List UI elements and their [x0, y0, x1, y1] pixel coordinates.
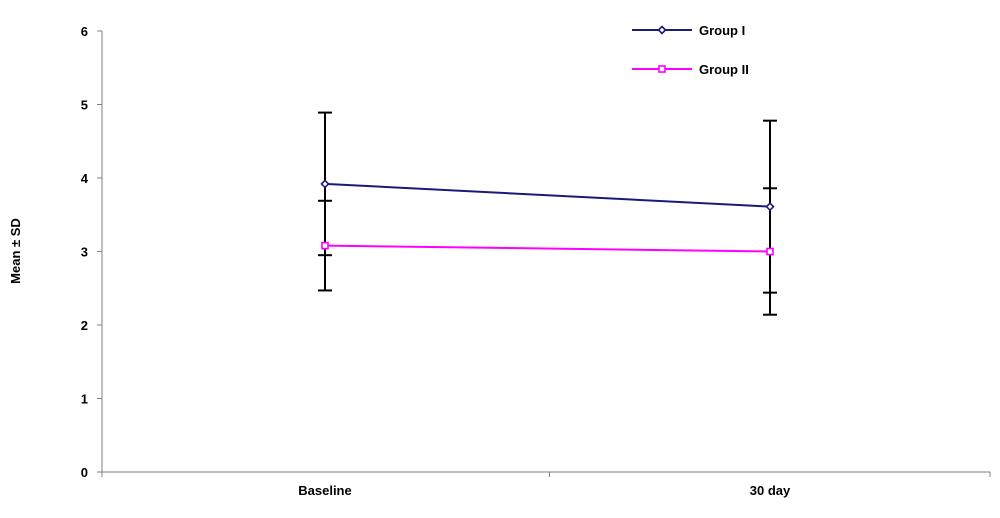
- x-tick-label: Baseline: [298, 483, 351, 498]
- legend-item: Group II: [632, 62, 749, 77]
- y-tick-label: 3: [81, 245, 88, 260]
- data-point: [658, 65, 666, 73]
- plot-area: 0 1 2 3 4 5 6 Baseline 30 day Mean ± SD: [8, 24, 991, 498]
- series-line: [324, 182, 771, 208]
- series-lines: [320, 179, 775, 256]
- data-point: [657, 25, 667, 35]
- legend: Group I Group II: [632, 23, 749, 77]
- y-tick-label: 1: [81, 392, 88, 407]
- y-axis-ticks: 0 1 2 3 4 5 6: [81, 24, 102, 480]
- data-point: [321, 241, 329, 250]
- y-axis-title: Mean ± SD: [8, 218, 23, 284]
- data-point: [766, 247, 774, 256]
- y-tick-label: 0: [81, 465, 88, 480]
- series-line: [324, 244, 771, 253]
- y-tick-label: 2: [81, 318, 88, 333]
- legend-label: Group I: [699, 23, 745, 38]
- x-axis-ticks: Baseline 30 day: [101, 472, 991, 498]
- error-bars: [318, 111, 777, 316]
- y-tick-label: 4: [81, 171, 89, 186]
- x-tick-label: 30 day: [750, 483, 791, 498]
- data-point: [320, 179, 330, 189]
- legend-label: Group II: [699, 62, 749, 77]
- legend-item: Group I: [632, 23, 745, 38]
- y-tick-label: 5: [81, 98, 88, 113]
- y-tick-label: 6: [81, 24, 88, 39]
- data-point: [765, 202, 775, 212]
